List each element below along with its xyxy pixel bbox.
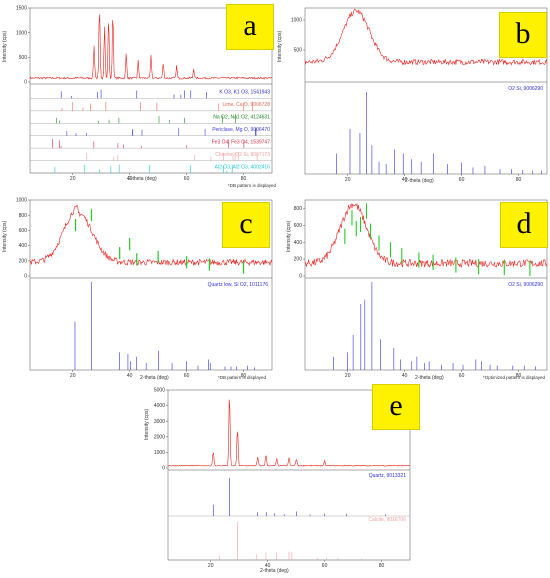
panel-e-chart: 5000 4000 3000 2000 1000 0 20 40 60 80 Quartz, 901… (154, 388, 411, 569)
panel-c: 1000 800 600 400 200 0 20 40 60 80 Quartz low, Si … (0, 190, 275, 382)
x-tick-label: 60 (184, 176, 190, 182)
y-tick-label: 800 (294, 206, 303, 212)
x-tick-label: 80 (241, 373, 247, 379)
measured-pattern (304, 8, 548, 66)
reference-label: Lime, Ca O, 9006728 (222, 102, 270, 108)
y-tick-label: 3000 (154, 419, 165, 425)
y-tick-label: 600 (19, 228, 28, 234)
x-tick-label: 40 (127, 373, 133, 379)
panel-e-xlabel: 2-theta (deg) (260, 568, 289, 574)
y-tick-label: 200 (19, 258, 28, 264)
panel-b-ylabel: Intensity (cps) (277, 30, 283, 62)
x-tick-label: 20 (70, 373, 76, 379)
x-tick-label: 40 (127, 176, 133, 182)
reference-label: Periclase, Mg O, 9006470 (212, 127, 270, 133)
reference-label: Al2 O3, Al2 O3, 4002416 (215, 164, 271, 170)
panel-e-ylabel: Intensity (cps) (144, 408, 150, 440)
panel-a-xlabel: 2-theta (deg) (128, 176, 157, 182)
y-tick-label: 4000 (154, 403, 165, 409)
y-tick-label: 200 (294, 257, 303, 263)
panel-d-label: d (500, 202, 548, 248)
x-tick-label: 60 (459, 177, 465, 183)
y-tick-label: 500 (294, 48, 303, 54)
y-tick-label: 800 (19, 213, 28, 219)
panel-a-note: *DB pattern is displayed (228, 183, 277, 188)
panel-e: 5000 4000 3000 2000 1000 0 20 40 60 80 Quartz, 901… (138, 382, 420, 578)
panel-c-ylabel: Intensity (cps) (2, 220, 8, 252)
measured-pattern (29, 14, 273, 80)
y-tick-label: 0 (299, 274, 302, 280)
x-tick-label: 20 (345, 373, 351, 379)
reference-label: Chlorite, O2 Si, 9007173 (215, 152, 270, 158)
x-tick-label: 80 (516, 373, 522, 379)
y-tick-label: 2000 (154, 434, 165, 440)
x-tick-label: 20 (345, 177, 351, 183)
panel-a-chart: 1500 1000 500 0 20 40 60 80 K O3, K1 O3, 1541943… (16, 6, 273, 182)
y-tick-label: 0 (162, 466, 165, 472)
measured-pattern (29, 204, 273, 267)
panel-d: 800 600 400 200 0 20 40 60 80 O2 Si, 9006290 Inte… (275, 190, 550, 382)
y-tick-label: 400 (19, 243, 28, 249)
reference-label: Fe3 O4, Fe3 O4, 1539747 (212, 139, 271, 145)
panel-e-label: e (372, 384, 420, 430)
y-tick-label: 1500 (16, 6, 27, 12)
reference-label: Na O2, Na1 O2, 4124631 (213, 115, 270, 121)
plot-frame (304, 7, 548, 175)
panel-d-note: *Optimized pattern is displayed (483, 375, 546, 380)
panel-c-note: *DB pattern is displayed (218, 375, 267, 380)
panel-d-chart: 800 600 400 200 0 20 40 60 80 O2 Si, 9006290 (294, 199, 548, 379)
x-tick-label: 80 (516, 177, 522, 183)
panel-a-label: a (226, 4, 274, 50)
panel-b-xlabel: 2-theta (deg) (405, 178, 434, 184)
y-tick-label: 1000 (291, 18, 302, 24)
panel-d-ylabel: Intensity (cps) (286, 220, 292, 252)
reference-label: O2 Si, 9006290 (508, 86, 543, 92)
y-tick-label: 400 (294, 240, 303, 246)
x-tick-label: 40 (265, 563, 271, 569)
x-tick-label: 40 (402, 373, 408, 379)
plot-frame (304, 199, 548, 371)
x-tick-label: 60 (322, 563, 328, 569)
panel-a-ylabel: Intensity (cps) (2, 30, 8, 62)
x-tick-label: 60 (184, 373, 190, 379)
panel-a: 1500 1000 500 0 20 40 60 80 K O3, K1 O3, 1541943… (0, 0, 277, 190)
y-tick-label: 1000 (16, 30, 27, 36)
panel-b: 1000 500 20 40 60 80 O2 Si, 9006290 Intensity … (275, 0, 550, 190)
panel-c-label: c (222, 202, 270, 248)
reference-label: K O3, K1 O3, 1541943 (219, 90, 270, 96)
x-tick-label: 60 (459, 373, 465, 379)
reference-label: Calcite, 9016706 (368, 517, 406, 523)
y-tick-label: 1000 (16, 198, 27, 204)
y-tick-label: 500 (19, 55, 28, 61)
x-tick-label: 80 (379, 563, 385, 569)
panel-c-chart: 1000 800 600 400 200 0 20 40 60 80 Quartz low, Si … (16, 198, 273, 379)
x-tick-label: 20 (208, 563, 214, 569)
x-tick-label: 80 (241, 176, 247, 182)
panel-d-xlabel: 2-theta (deg) (415, 375, 444, 381)
panel-c-xlabel: 2-theta (deg) (140, 375, 169, 381)
y-tick-label: 0 (24, 274, 27, 280)
measured-pattern (167, 399, 411, 467)
y-tick-label: 1000 (154, 450, 165, 456)
y-tick-label: 600 (294, 223, 303, 229)
reference-label: Quartz, 9013321 (369, 473, 406, 479)
panel-b-label: b (499, 12, 547, 58)
panel-b-chart: 1000 500 20 40 60 80 O2 Si, 9006290 (291, 7, 548, 183)
y-tick-label: 5000 (154, 388, 165, 394)
y-tick-label: 0 (24, 80, 27, 86)
reference-label: Quartz low, Si O2, 1011176 (208, 282, 269, 288)
reference-label: O2 Si, 9006290 (508, 282, 543, 288)
measured-pattern (304, 203, 548, 268)
plot-frame (29, 199, 273, 371)
x-tick-label: 40 (402, 177, 408, 183)
x-tick-label: 20 (70, 176, 76, 182)
